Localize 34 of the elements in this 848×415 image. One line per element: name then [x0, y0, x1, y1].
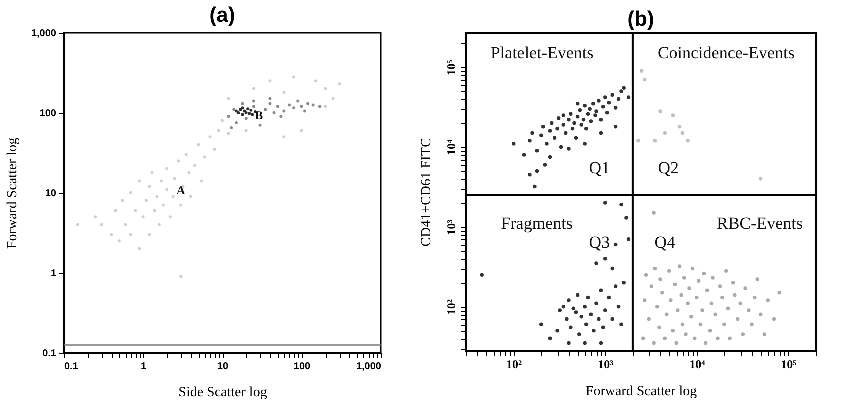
annotation: Q4	[654, 232, 676, 252]
chart-title: (b)	[628, 8, 654, 31]
x-axis-title: Side Scatter log	[178, 386, 268, 400]
x-tick-label: 10	[217, 362, 229, 372]
annotation: B	[255, 108, 264, 123]
annotation: Fragments	[501, 214, 573, 233]
y-tick-label: 1	[50, 268, 57, 280]
chart-title: (a)	[210, 4, 236, 27]
y-tick-label: 100	[40, 108, 57, 120]
x-tick-label: 1,000	[356, 362, 382, 372]
y-tick-label: 1,000	[31, 28, 57, 40]
annotation: RBC-Events	[717, 214, 803, 233]
annotation: Coincidence-Events	[658, 43, 795, 62]
y-axis-title: CD41+CD61 FITC	[420, 138, 434, 247]
y-tick-label: 0.1	[42, 348, 57, 360]
x-tick-label: 0.1	[64, 362, 79, 372]
y-tick-label: 10²	[444, 299, 458, 316]
y-tick-label: 10³	[444, 219, 458, 236]
annotation: A	[176, 184, 186, 198]
annotation: Q2	[658, 158, 680, 178]
y-tick-label: 10⁵	[444, 60, 458, 76]
x-tick-label: 1	[140, 362, 147, 372]
x-tick-label: 10⁴	[690, 358, 706, 372]
annotation: Q3	[589, 232, 610, 252]
annotation: Platelet-Events	[490, 43, 594, 62]
x-axis-title: Forward Scatter log	[586, 384, 698, 400]
y-tick-label: 10⁴	[444, 140, 458, 156]
y-axis-title: Forward Scatter log	[5, 138, 20, 250]
x-tick-label: 10³	[598, 358, 614, 372]
annotation: Q1	[589, 158, 610, 178]
x-tick-label: 10²	[506, 358, 523, 372]
x-tick-label: 10⁵	[781, 358, 798, 372]
x-tick-label: 100	[294, 362, 312, 372]
y-tick-label: 10	[45, 188, 57, 200]
